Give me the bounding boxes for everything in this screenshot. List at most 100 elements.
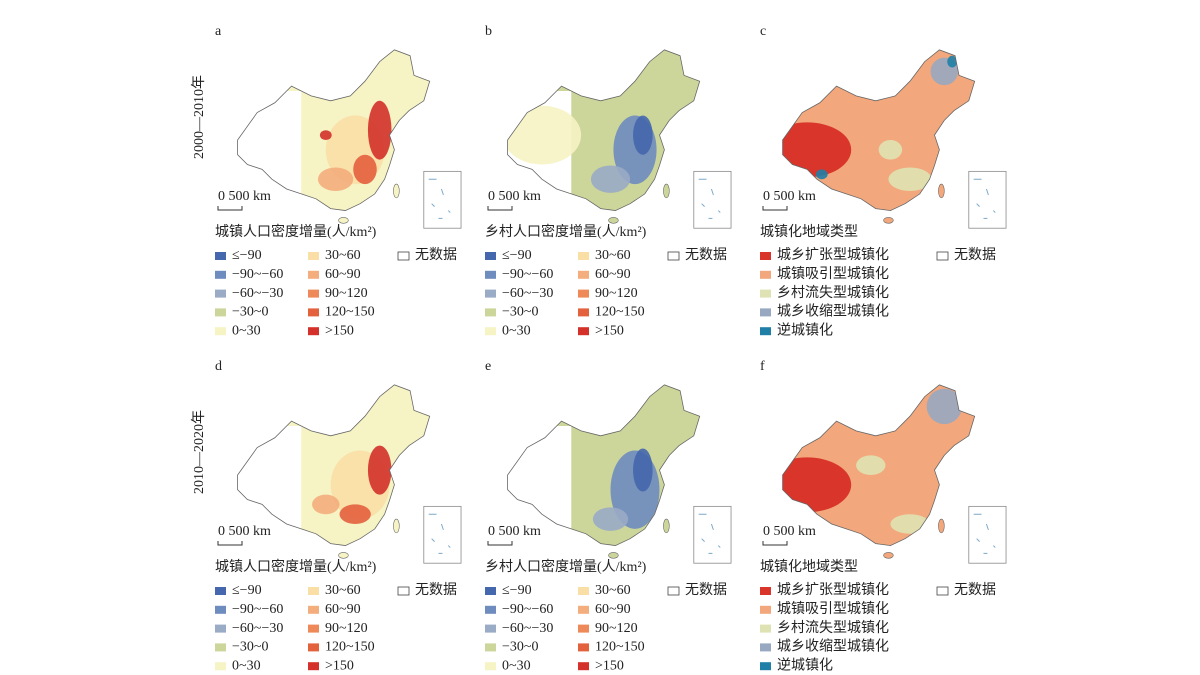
panel-label: f [760,359,765,374]
map-region [890,514,930,534]
legend-swatch [308,289,319,298]
legend-swatch [485,270,496,279]
legend-label: 0~30 [502,323,531,338]
legend-swatch-nodata [667,586,680,596]
map-region [317,167,354,191]
hainan [608,552,619,559]
legend-swatch [578,270,589,279]
hainan [608,217,619,224]
legend-title: 乡村人口密度增量(人/km²) [485,558,647,575]
legend-swatch [485,289,496,298]
legend-swatch [215,643,226,652]
legend-label: 90~120 [325,621,368,636]
legend-swatch [215,327,226,336]
legend-label: −60~−30 [502,621,553,636]
map-region [592,507,629,531]
legend-swatch [578,308,589,317]
legend-label: 城乡扩张型城镇化 [777,247,889,263]
legend-swatch [308,252,319,260]
legend-swatch [578,643,589,652]
legend-label: >150 [325,658,354,673]
legend-label: −90~−60 [232,267,283,282]
map-nodata [507,426,572,534]
legend-swatch-nodata [397,586,410,596]
inset-frame [423,505,462,564]
legend-swatch [485,643,496,652]
legend-label: −30~0 [232,305,268,320]
legend-swatch [760,308,771,317]
legend-label: >150 [325,323,354,338]
scale-bar [487,206,513,211]
legend-label: −30~0 [502,305,538,320]
legend-swatch [760,624,771,633]
legend-swatch [485,327,496,336]
legend-label: −90~−60 [232,602,283,617]
legend-label: 逆城镇化 [777,657,833,673]
legend-label: 30~60 [595,248,631,263]
legend-swatch-nodata [936,251,949,261]
legend-label: 30~60 [325,248,361,263]
map-region [339,504,371,524]
legend-label: 无数据 [954,247,996,263]
taiwan [393,183,400,199]
legend-label: 90~120 [325,286,368,301]
legend-swatch [760,289,771,298]
inset-islands [428,178,451,219]
legend-title: 城镇化地域类型 [760,224,858,240]
panel-label: d [215,359,222,374]
hainan [883,217,894,224]
legend-swatch [760,605,771,614]
legend-label: 0~30 [502,658,531,673]
taiwan [938,518,945,534]
legend-swatch [308,643,319,652]
legend-swatch [308,605,319,614]
legend-label: 无数据 [415,582,457,598]
legend-label: 城镇吸引型城镇化 [777,601,889,617]
inset-frame [968,170,1007,229]
row-label: 2010—2020年 [191,410,207,494]
legend-swatch [485,624,496,633]
legend-label: ≤−90 [232,248,262,263]
legend-label: 乡村流失型城镇化 [777,620,889,636]
legend-label: −60~−30 [232,621,283,636]
legend-swatch [215,252,226,260]
legend-swatch [578,252,589,260]
legend-swatch [485,308,496,317]
map-region [367,445,392,495]
hainan [883,552,894,559]
legend-swatch [485,605,496,614]
legend-label: 90~120 [595,286,638,301]
legend-label: 60~90 [325,267,361,282]
legend-label: 60~90 [595,267,631,282]
panel-label: c [760,24,766,39]
legend-label: >150 [595,658,624,673]
map-region [633,448,653,492]
taiwan [663,183,670,199]
legend-label: 城乡收缩型城镇化 [777,304,889,320]
legend-swatch [760,327,771,336]
legend-swatch [578,327,589,336]
inset-frame [423,170,462,229]
legend-swatch [215,587,226,595]
legend-label: ≤−90 [232,583,262,598]
map-region [353,154,377,185]
scale-label: 0 500 km [763,524,816,539]
legend-title: 乡村人口密度增量(人/km²) [485,223,647,240]
legend-label: 乡村流失型城镇化 [777,285,889,301]
map-regions [237,91,392,199]
map-region [815,169,828,180]
legend-label: −60~−30 [232,286,283,301]
map-region [312,494,340,515]
scale-label: 0 500 km [218,524,271,539]
legend-swatch [485,587,496,595]
legend-swatch-nodata [667,251,680,261]
legend-label: >150 [595,323,624,338]
legend-label: 无数据 [685,247,727,263]
map-region [507,105,582,165]
legend-swatch-nodata [936,586,949,596]
inset-frame [693,170,732,229]
legend-swatch [760,643,771,652]
taiwan [663,518,670,534]
legend-label: ≤−90 [502,583,532,598]
legend-title: 城镇化地域类型 [760,559,858,575]
